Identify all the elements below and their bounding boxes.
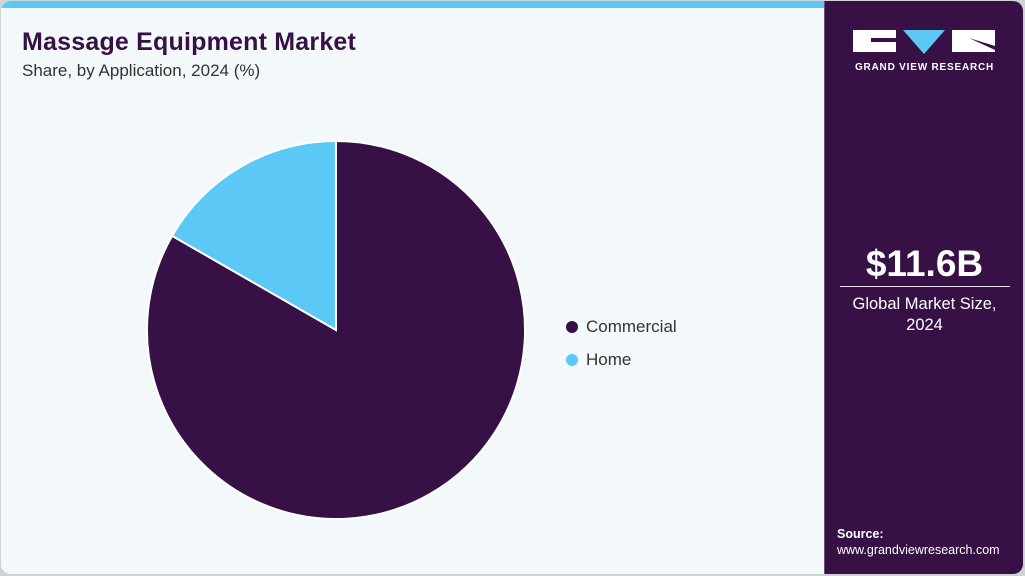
chart-panel: Massage Equipment Market Share, by Appli… [1, 8, 824, 574]
source-link[interactable]: www.grandviewresearch.com [837, 543, 1000, 557]
legend-item-commercial[interactable]: Commercial [566, 310, 677, 343]
market-size-label: Global Market Size, 2024 [825, 294, 1023, 336]
gvr-logo-icon [853, 30, 995, 54]
divider [840, 286, 1010, 287]
legend-dot-icon [566, 353, 578, 366]
legend-dot-icon [566, 320, 578, 333]
brand-name: GRAND VIEW RESEARCH [854, 62, 995, 73]
market-size-label-line1: Global Market Size, [852, 295, 997, 313]
pie-slice-home[interactable] [170, 139, 337, 332]
pie-chart [146, 139, 526, 520]
source: Source: www.grandviewresearch.com [837, 526, 1000, 558]
sidebar: GRAND VIEW RESEARCH $11.6B Global Market… [824, 1, 1023, 574]
legend: Commercial Home [566, 310, 677, 376]
market-size-value: $11.6B [865, 243, 984, 284]
legend-label: Home [586, 349, 632, 369]
source-label: Source: [837, 527, 884, 541]
top-accent-bar [1, 1, 824, 8]
market-size-label-year: 2024 [906, 316, 943, 334]
chart-subtitle: Share, by Application, 2024 (%) [22, 61, 261, 80]
legend-item-home[interactable]: Home [566, 343, 677, 376]
chart-title: Massage Equipment Market [22, 28, 357, 56]
legend-label: Commercial [586, 316, 677, 336]
